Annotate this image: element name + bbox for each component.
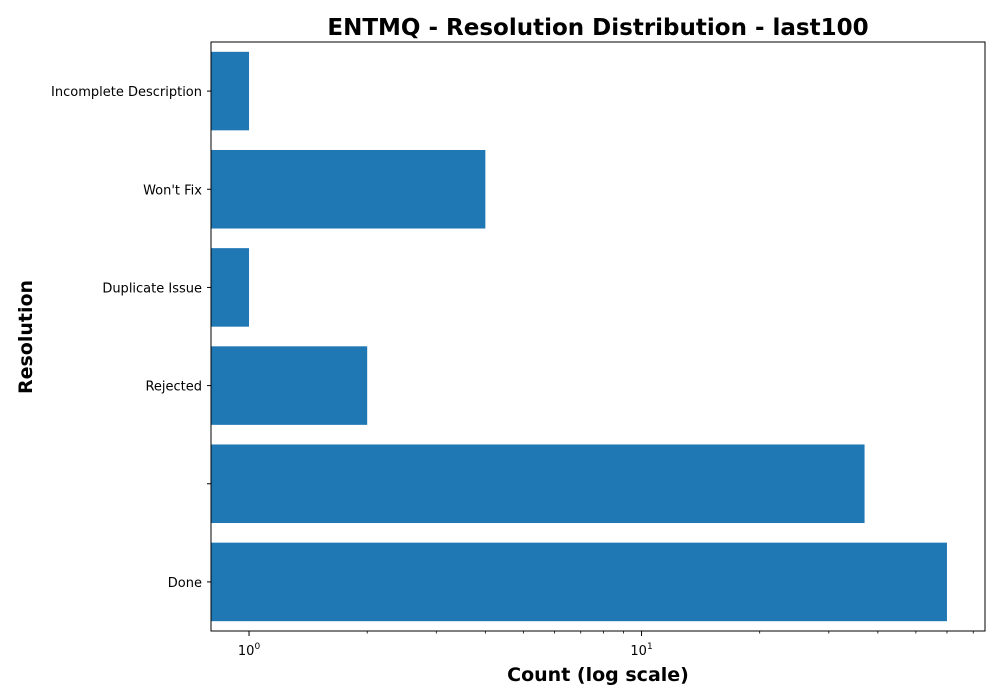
bar-blank xyxy=(211,444,865,524)
bar-done xyxy=(211,542,947,622)
plot-frame xyxy=(210,41,986,632)
y-tick-label-incomplete-description: Incomplete Description xyxy=(51,85,202,100)
bar-won-t-fix xyxy=(211,149,486,229)
y-tick-label-duplicate-issue: Duplicate Issue xyxy=(102,281,202,296)
x-tick-label: 100 xyxy=(238,642,261,659)
y-axis-ticks: Done Rejected Duplicate Issue Won't Fix Inco… xyxy=(51,85,211,591)
y-axis-label: Resolution xyxy=(15,280,37,394)
y-tick-label-done: Done xyxy=(168,576,202,591)
chart-title: ENTMQ - Resolution Distribution - last10… xyxy=(327,15,868,41)
x-axis-ticks: 100 101 xyxy=(238,631,974,659)
x-tick-label: 101 xyxy=(630,642,652,659)
x-axis-label: Count (log scale) xyxy=(507,664,689,686)
bars-group xyxy=(211,51,947,622)
y-tick-label-won-t-fix: Won't Fix xyxy=(143,183,202,198)
bar-incomplete-description xyxy=(211,51,250,131)
bar-rejected xyxy=(211,346,368,425)
bar-duplicate-issue xyxy=(211,248,250,327)
y-tick-label-rejected: Rejected xyxy=(145,380,202,395)
